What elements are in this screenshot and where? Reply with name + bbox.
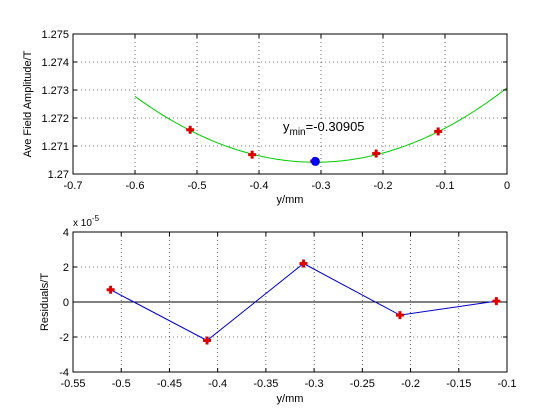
top-x-tick-label: 0 bbox=[504, 180, 510, 192]
bottom-x-tick-label: -0.5 bbox=[112, 378, 131, 390]
top-x-axis-title: y/mm bbox=[277, 194, 304, 206]
top-x-tick-label: -0.4 bbox=[250, 180, 269, 192]
bottom-x-tick-label: -0.45 bbox=[157, 378, 182, 390]
top-plot-frame bbox=[72, 33, 508, 175]
top-minimum-point bbox=[310, 156, 320, 166]
bottom-marker-layer bbox=[106, 259, 501, 345]
bottom-x-tick-label: -0.2 bbox=[401, 378, 420, 390]
bottom-x-tick-label: -0.1 bbox=[498, 378, 517, 390]
top-y-tick-label: 1.272 bbox=[41, 113, 69, 125]
top-y-tick-label: 1.274 bbox=[41, 57, 69, 69]
top-annotation-value: =-0.30905 bbox=[306, 119, 365, 134]
bottom-y-multiplier: x 10-5 bbox=[73, 214, 100, 229]
top-ticks bbox=[72, 33, 508, 175]
bottom-x-tick-label: -0.25 bbox=[350, 378, 375, 390]
top-x-tick-label: -0.5 bbox=[188, 180, 207, 192]
bottom-y-tick-label: 4 bbox=[63, 227, 69, 239]
bottom-y-tick-label: 2 bbox=[63, 262, 69, 274]
top-x-tick-label: -0.1 bbox=[436, 180, 455, 192]
bottom-x-tick-label: -0.35 bbox=[253, 378, 278, 390]
top-y-tick-label: 1.27 bbox=[48, 169, 69, 181]
bottom-data-point bbox=[203, 336, 212, 345]
bottom-y-tick-label: -4 bbox=[59, 367, 69, 379]
top-data-point bbox=[372, 149, 381, 158]
top-marker-layer bbox=[186, 125, 443, 166]
top-x-tick-label: -0.3 bbox=[312, 180, 331, 192]
top-data-point bbox=[186, 125, 195, 134]
bottom-x-tick-label: -0.55 bbox=[60, 378, 85, 390]
top-annotation-prefix: y bbox=[283, 119, 290, 134]
top-tick-labels: -0.7 -0.6 -0.5 -0.4 -0.3 -0.2 -0.1 0 1.27 1.271 1.… bbox=[41, 29, 510, 192]
top-y-tick-label: 1.271 bbox=[41, 141, 69, 153]
top-data-point bbox=[434, 127, 443, 136]
bottom-x-tick-label: -0.4 bbox=[208, 378, 227, 390]
top-annotation-subscript: min bbox=[290, 127, 306, 138]
top-annotation: ymin=-0.30905 bbox=[283, 119, 365, 138]
bottom-y-multiplier-base: x 10 bbox=[73, 218, 92, 229]
top-plot: -0.7 -0.6 -0.5 -0.4 -0.3 -0.2 -0.1 0 1.27 1.271 1.… bbox=[22, 29, 510, 206]
top-y-tick-label: 1.273 bbox=[41, 85, 69, 97]
top-data-point bbox=[248, 150, 257, 159]
top-x-tick-label: -0.2 bbox=[374, 180, 393, 192]
bottom-y-tick-label: -2 bbox=[59, 332, 69, 344]
bottom-data-point bbox=[395, 311, 404, 320]
top-plot-area bbox=[73, 34, 507, 174]
top-x-tick-label: -0.7 bbox=[64, 180, 83, 192]
bottom-x-tick-label: -0.3 bbox=[305, 378, 324, 390]
bottom-y-axis-title: Residuals/T bbox=[39, 273, 51, 331]
top-x-tick-label: -0.6 bbox=[126, 180, 145, 192]
top-fit-curve bbox=[134, 87, 508, 163]
top-y-axis-title: Ave Field Amplitude/T bbox=[22, 50, 34, 157]
bottom-x-axis-title: y/mm bbox=[277, 393, 304, 405]
bottom-ticks bbox=[72, 231, 508, 373]
bottom-plot: -0.55 -0.5 -0.45 -0.4 -0.35 -0.3 -0.25 -0.2 -0.1… bbox=[39, 214, 516, 405]
bottom-data-point bbox=[299, 259, 308, 268]
bottom-y-tick-label: 0 bbox=[63, 297, 69, 309]
bottom-data-point bbox=[492, 297, 501, 306]
top-fit-curve-layer bbox=[134, 87, 508, 163]
top-grid bbox=[73, 34, 507, 174]
bottom-x-tick-label: -0.15 bbox=[446, 378, 471, 390]
bottom-y-multiplier-exponent: -5 bbox=[92, 214, 100, 223]
bottom-tick-labels: -0.55 -0.5 -0.45 -0.4 -0.35 -0.3 -0.25 -0.2 -0.1… bbox=[59, 227, 516, 390]
bottom-data-point bbox=[106, 285, 115, 294]
top-y-tick-label: 1.275 bbox=[41, 29, 69, 41]
